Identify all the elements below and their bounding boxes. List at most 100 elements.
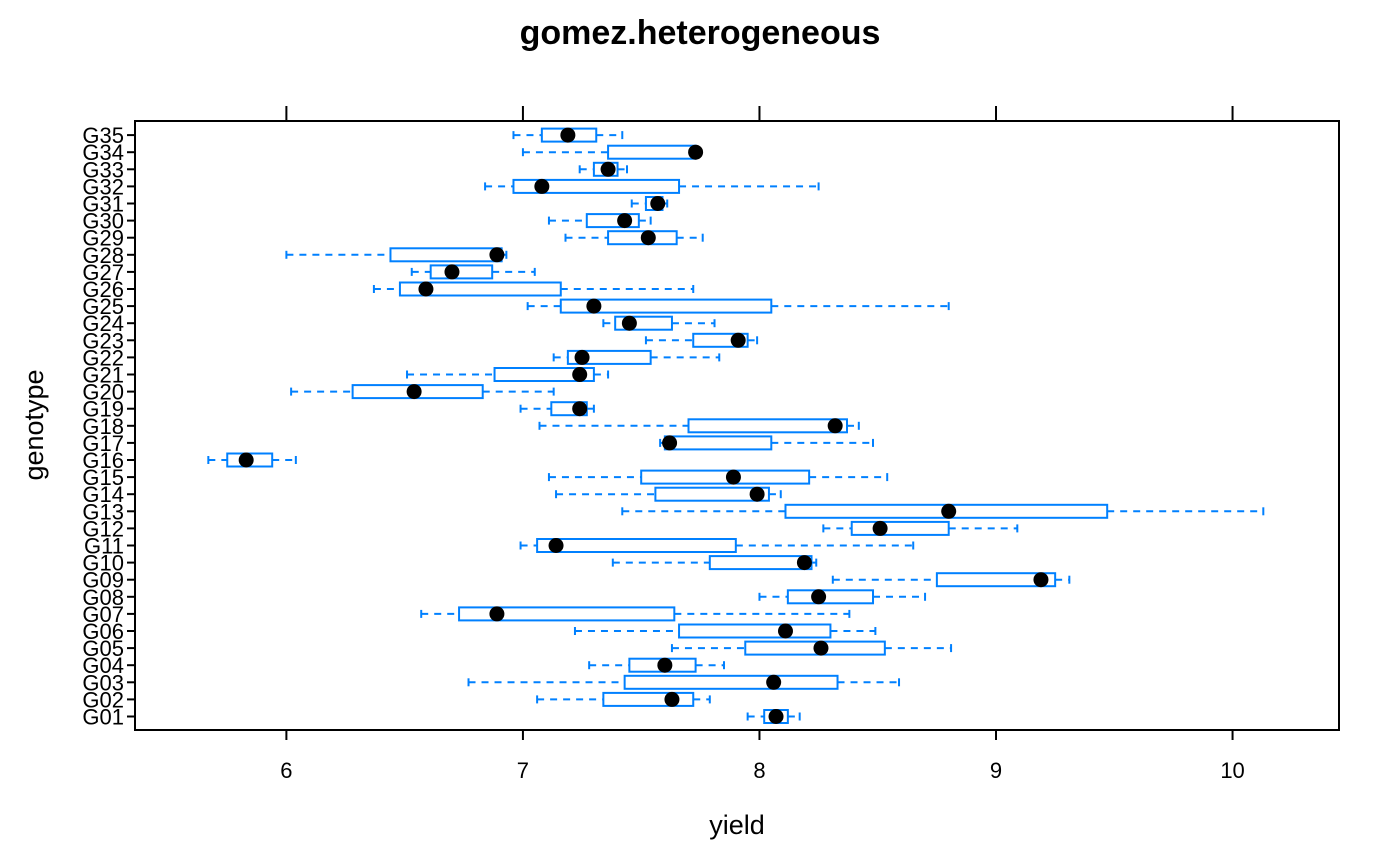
box-G09 xyxy=(831,572,1071,588)
box-G21 xyxy=(406,367,610,382)
box-iqr xyxy=(458,606,676,622)
median-dot xyxy=(600,161,616,177)
y-tick-label: G16 xyxy=(82,448,124,473)
y-tick-label: G30 xyxy=(82,209,124,234)
box-G06 xyxy=(573,623,877,639)
median-dot xyxy=(777,623,793,639)
y-tick-label: G09 xyxy=(82,568,124,593)
y-tick-label: G05 xyxy=(82,636,124,661)
x-tick-label: 9 xyxy=(990,758,1002,783)
x-tick-label: 10 xyxy=(1220,758,1244,783)
box-iqr xyxy=(512,178,681,194)
median-dot xyxy=(444,264,460,280)
box-iqr xyxy=(663,435,773,451)
x-tick-label: 6 xyxy=(280,758,292,783)
median-dot xyxy=(725,469,741,485)
median-dot xyxy=(664,691,680,707)
box-G19 xyxy=(519,401,595,417)
box-iqr xyxy=(692,332,749,348)
box-G08 xyxy=(758,589,927,605)
y-tick-label: G12 xyxy=(82,516,124,541)
box-iqr xyxy=(614,315,673,331)
y-tick-label: G25 xyxy=(82,294,124,319)
box-G18 xyxy=(538,418,860,434)
box-iqr xyxy=(559,298,773,314)
box-G34 xyxy=(521,144,704,160)
box-G30 xyxy=(547,213,652,229)
median-dot xyxy=(657,657,673,673)
median-dot xyxy=(730,332,746,348)
box-G35 xyxy=(512,127,624,143)
x-axis: 6 7 8 9 10 xyxy=(280,106,1245,783)
box-iqr xyxy=(850,520,950,536)
median-dot xyxy=(418,281,434,297)
median-dot xyxy=(827,418,843,434)
x-tick-label: 7 xyxy=(517,758,529,783)
box-G17 xyxy=(659,435,875,451)
median-dot xyxy=(574,349,590,365)
median-dot xyxy=(766,674,782,690)
median-dot xyxy=(489,247,505,263)
box-iqr xyxy=(602,691,695,707)
median-dot xyxy=(796,555,812,571)
box-G01 xyxy=(746,709,801,724)
y-tick-label: G06 xyxy=(82,619,124,644)
y-tick-label: G22 xyxy=(82,345,124,370)
y-tick-label: G23 xyxy=(82,328,124,353)
box-G14 xyxy=(555,486,782,502)
y-tick-label: G27 xyxy=(82,260,124,285)
median-dot xyxy=(621,315,637,331)
box-G25 xyxy=(526,298,950,314)
box-iqr xyxy=(585,213,640,229)
median-dot xyxy=(534,178,550,194)
y-tick-label: G14 xyxy=(82,482,124,507)
box-iqr xyxy=(654,486,770,502)
median-dot xyxy=(617,213,633,229)
median-dot xyxy=(640,230,656,246)
y-tick-label: G24 xyxy=(82,311,124,336)
box-iqr xyxy=(566,349,652,365)
box-iqr xyxy=(744,640,886,656)
median-dot xyxy=(572,367,588,382)
median-dot xyxy=(941,503,957,519)
y-tick-label: G02 xyxy=(82,687,124,712)
y-tick-label: G01 xyxy=(82,705,124,730)
box-iqr xyxy=(429,264,494,280)
y-tick-label: G13 xyxy=(82,499,124,524)
x-tick-label: 8 xyxy=(753,758,765,783)
y-tick-label: G19 xyxy=(82,397,124,422)
box-iqr xyxy=(536,538,737,553)
box-G22 xyxy=(552,349,721,365)
box-G23 xyxy=(644,332,759,348)
box-G20 xyxy=(290,384,555,400)
median-dot xyxy=(586,298,602,314)
y-tick-label: G07 xyxy=(82,602,124,627)
y-tick-label: G04 xyxy=(82,653,124,678)
y-tick-label: G18 xyxy=(82,414,124,439)
box-iqr xyxy=(607,144,697,160)
box-G11 xyxy=(519,538,915,553)
median-dot xyxy=(650,196,666,211)
median-dot xyxy=(238,452,254,468)
chart-title: gomez.heterogeneous xyxy=(520,14,881,52)
median-dot xyxy=(768,709,784,724)
box-G12 xyxy=(822,520,1019,536)
box-iqr xyxy=(607,230,678,246)
y-tick-label: G20 xyxy=(82,380,124,405)
box-G24 xyxy=(602,315,716,331)
box-G02 xyxy=(536,691,711,707)
y-tick-label: G35 xyxy=(82,123,124,148)
box-G32 xyxy=(484,178,820,194)
y-tick-label: G17 xyxy=(82,431,124,456)
y-tick-label: G21 xyxy=(82,363,124,388)
median-dot xyxy=(560,127,576,143)
y-tick-label: G31 xyxy=(82,192,124,217)
y-tick-label: G03 xyxy=(82,670,124,695)
median-dot xyxy=(688,144,704,160)
box-iqr xyxy=(678,623,832,639)
box-iqr xyxy=(493,367,595,382)
y-tick-label: G28 xyxy=(82,243,124,268)
box-G31 xyxy=(630,196,669,211)
median-dot xyxy=(872,520,888,536)
